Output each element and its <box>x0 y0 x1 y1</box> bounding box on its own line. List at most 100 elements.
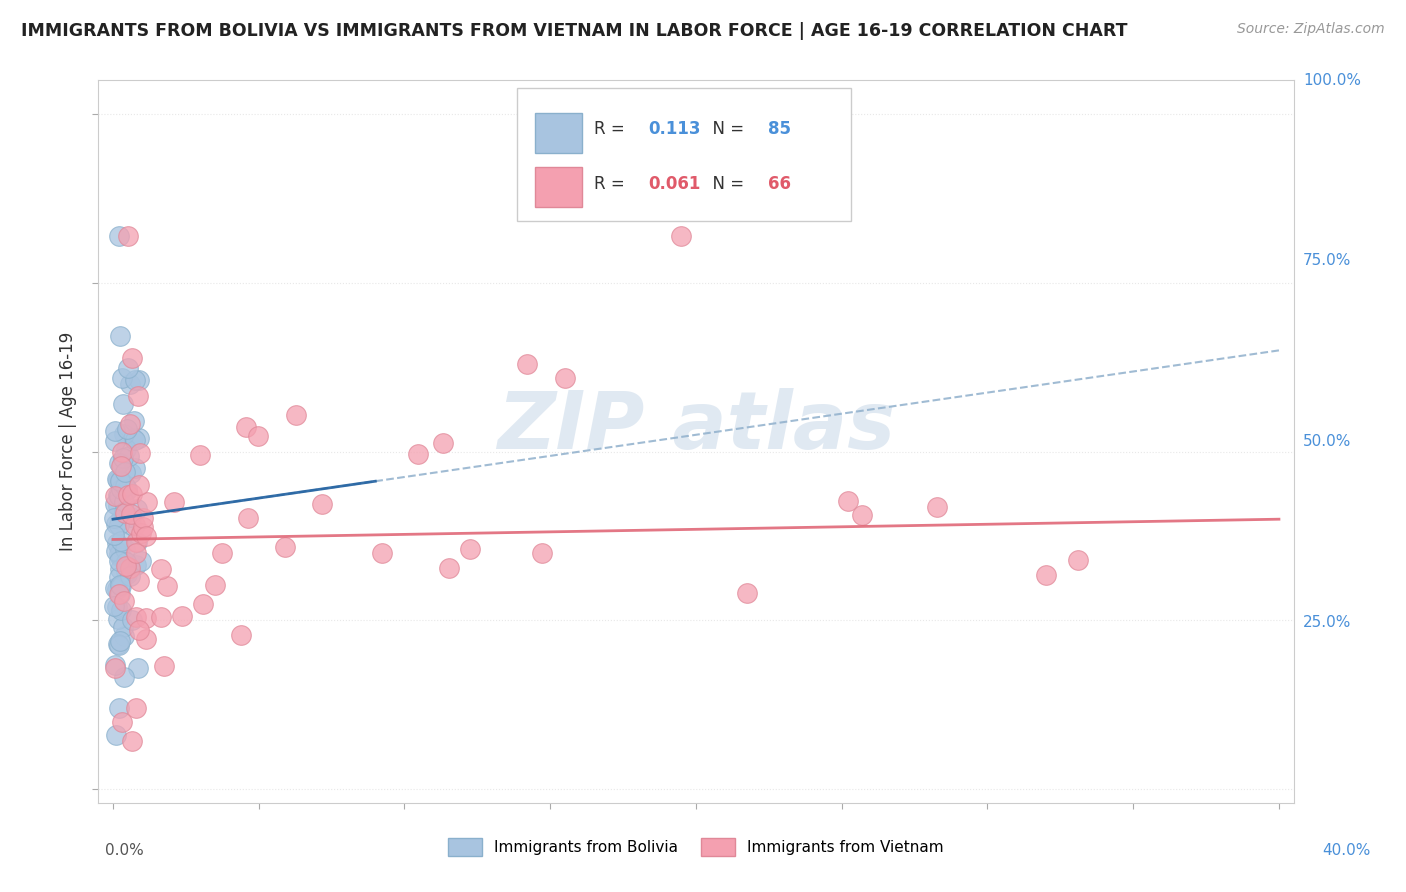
Point <box>131 554 153 568</box>
Point <box>114 541 136 556</box>
Point <box>371 546 394 560</box>
Point <box>110 329 132 343</box>
Point <box>108 540 131 554</box>
Point <box>125 609 148 624</box>
Point <box>235 420 257 434</box>
Point <box>105 535 128 549</box>
Point <box>135 529 157 543</box>
Point <box>108 489 131 503</box>
Point <box>110 603 132 617</box>
Point <box>129 526 152 541</box>
Point <box>112 505 135 519</box>
Point <box>437 561 460 575</box>
Point <box>104 497 127 511</box>
Point <box>103 528 125 542</box>
Point <box>103 511 125 525</box>
Point <box>107 554 129 568</box>
Point <box>124 546 146 560</box>
Point <box>311 497 333 511</box>
Point <box>104 661 127 675</box>
Point <box>124 433 146 447</box>
Point <box>125 558 148 573</box>
Point <box>132 511 155 525</box>
Point <box>120 518 142 533</box>
Legend: Immigrants from Bolivia, Immigrants from Vietnam: Immigrants from Bolivia, Immigrants from… <box>443 831 949 862</box>
Point <box>115 442 138 456</box>
Text: 25.0%: 25.0% <box>1303 615 1351 630</box>
Point <box>104 489 127 503</box>
Point <box>406 447 429 461</box>
Point <box>115 565 138 579</box>
Point <box>1035 567 1057 582</box>
Y-axis label: In Labor Force | Age 16-19: In Labor Force | Age 16-19 <box>59 332 77 551</box>
Point <box>103 599 125 613</box>
Point <box>925 500 948 514</box>
Point <box>136 495 159 509</box>
Point <box>153 658 176 673</box>
Point <box>111 370 134 384</box>
Text: 0.061: 0.061 <box>648 175 700 193</box>
Point <box>127 389 149 403</box>
Point <box>127 661 149 675</box>
Point <box>108 701 131 715</box>
Point <box>236 511 259 525</box>
Point <box>110 458 132 473</box>
Point <box>111 458 134 472</box>
Point <box>246 429 269 443</box>
Point <box>112 594 135 608</box>
Point <box>117 228 139 243</box>
Point <box>124 518 146 533</box>
Point <box>104 728 127 742</box>
Point <box>108 587 131 601</box>
Point <box>108 473 131 487</box>
Point <box>273 541 295 555</box>
Bar <box>534 167 582 207</box>
Text: 85: 85 <box>768 120 790 138</box>
Text: 50.0%: 50.0% <box>1303 434 1351 449</box>
Point <box>121 613 143 627</box>
Point <box>128 431 150 445</box>
Point <box>191 597 214 611</box>
Point <box>120 507 142 521</box>
Point <box>285 409 308 423</box>
Point <box>671 228 693 243</box>
Point <box>108 578 131 592</box>
Point <box>125 535 148 549</box>
Point <box>111 444 134 458</box>
Point <box>108 550 131 565</box>
Point <box>124 460 146 475</box>
Point <box>188 448 211 462</box>
Point <box>114 506 136 520</box>
Point <box>531 546 554 560</box>
Text: ZIP atlas: ZIP atlas <box>496 388 896 467</box>
Point <box>114 465 136 479</box>
Point <box>204 578 226 592</box>
Point <box>127 501 149 516</box>
Point <box>115 482 138 496</box>
Point <box>837 494 859 508</box>
Point <box>432 436 454 450</box>
Point <box>105 516 128 531</box>
Point <box>115 566 138 581</box>
Text: 100.0%: 100.0% <box>1303 73 1361 87</box>
Point <box>107 637 129 651</box>
Point <box>112 629 135 643</box>
Point <box>851 508 873 522</box>
Point <box>104 581 127 595</box>
Point <box>156 579 179 593</box>
Point <box>111 480 134 494</box>
Point <box>111 450 134 465</box>
Point <box>105 472 128 486</box>
Point <box>135 632 157 646</box>
Point <box>124 535 146 549</box>
Text: IMMIGRANTS FROM BOLIVIA VS IMMIGRANTS FROM VIETNAM IN LABOR FORCE | AGE 16-19 CO: IMMIGRANTS FROM BOLIVIA VS IMMIGRANTS FR… <box>21 22 1128 40</box>
Point <box>105 582 128 597</box>
Point <box>115 555 138 569</box>
Point <box>125 701 148 715</box>
Point <box>107 500 129 514</box>
Point <box>108 570 131 584</box>
Text: R =: R = <box>595 175 630 193</box>
Point <box>120 467 142 481</box>
Point <box>111 714 134 729</box>
Point <box>121 351 143 365</box>
